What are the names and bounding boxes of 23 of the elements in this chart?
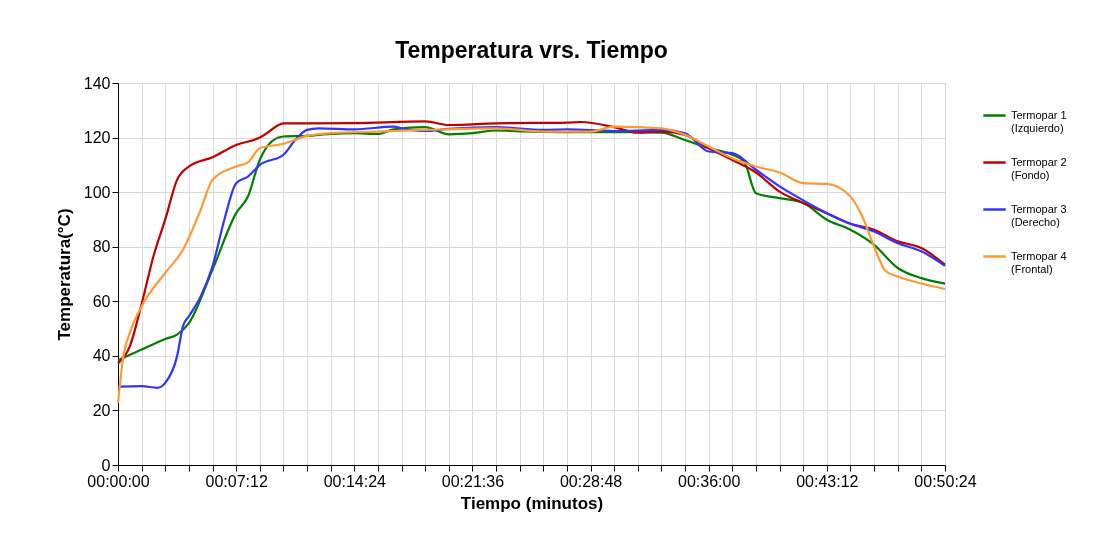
x-axis-title: Tiempo (minutos) [460,493,604,513]
y-tick-label: 120 [83,129,111,147]
x-tick-label: 00:36:00 [678,472,741,490]
y-tick-label: 60 [92,292,111,310]
x-tick-label: 00:00:00 [87,472,150,490]
x-tick-label: 00:14:24 [323,472,387,490]
y-tick-label: 140 [83,74,111,92]
chart-title: Temperatura vrs. Tiempo [395,37,668,63]
y-tick-label: 100 [83,183,111,201]
y-tick-label: 20 [92,401,111,419]
x-tick-label: 00:21:36 [441,472,505,490]
legend-label: Termopar 1 (Izquierdo) [1011,108,1067,134]
x-tick-label: 00:07:12 [205,472,268,490]
y-tick-label: 0 [101,456,111,474]
y-axis-title: Temperatura(°C) [54,208,74,341]
legend-label: Termopar 3 (Derecho) [1011,202,1067,228]
legend-label: Termopar 2 (Fondo) [1011,155,1067,181]
y-tick-label: 40 [92,347,111,365]
x-tick-label: 00:50:24 [914,472,977,490]
x-tick-label: 00:43:12 [796,472,859,490]
y-tick-label: 80 [92,238,111,256]
x-tick-label: 00:28:48 [559,472,623,490]
legend-label: Termopar 4 (Frontal) [1011,249,1067,275]
